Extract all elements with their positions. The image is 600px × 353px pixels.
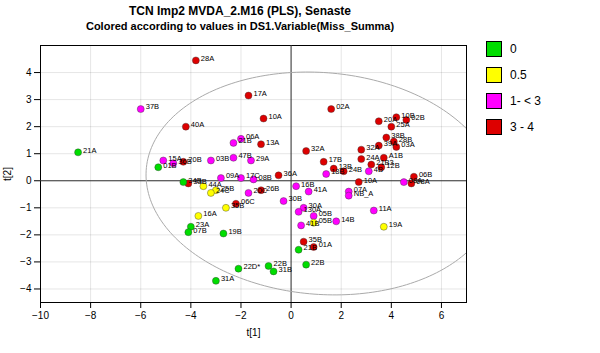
svg-text:20C: 20C: [253, 186, 267, 195]
svg-text:06B: 06B: [418, 170, 433, 180]
svg-text:0: 0: [288, 310, 294, 321]
svg-text:37B: 37B: [146, 102, 159, 111]
svg-text:A1B: A1B: [388, 151, 403, 161]
svg-text:16B: 16B: [301, 180, 314, 189]
svg-text:0: 0: [26, 175, 32, 186]
svg-text:6: 6: [439, 310, 445, 321]
svg-text:40A: 40A: [191, 120, 204, 129]
svg-text:41B: 41B: [306, 219, 319, 228]
svg-text:130A: 130A: [304, 205, 322, 214]
svg-text:19B: 19B: [228, 227, 241, 236]
svg-text:44A: 44A: [208, 180, 221, 189]
svg-text:36A: 36A: [284, 169, 297, 178]
svg-text:−4: −4: [20, 283, 32, 294]
svg-text:24C: 24C: [215, 186, 230, 196]
html-text:0: 0: [510, 42, 517, 56]
svg-text:03A: 03A: [401, 140, 414, 149]
svg-text:32A: 32A: [366, 143, 379, 152]
svg-text:−2: −2: [20, 229, 32, 240]
svg-text:31B: 31B: [279, 265, 292, 274]
svg-text:2: 2: [338, 310, 344, 321]
svg-text:06A: 06A: [246, 132, 260, 142]
svg-text:39A: 39A: [384, 139, 397, 148]
svg-text:09A: 09A: [226, 171, 239, 180]
svg-text:−4: −4: [185, 310, 197, 321]
svg-text:14B: 14B: [341, 215, 354, 224]
svg-text:08B: 08B: [259, 173, 272, 182]
svg-text:26B: 26B: [266, 184, 279, 193]
svg-text:17B: 17B: [328, 155, 342, 165]
svg-text:01B: 01B: [163, 161, 176, 170]
html-text:TCN Imp2 MVDA_2.M16 (PLS), Sen: TCN Imp2 MVDA_2.M16 (PLS), Senaste: [129, 4, 351, 18]
svg-text:21B: 21B: [304, 243, 317, 252]
svg-text:20B: 20B: [188, 155, 201, 164]
svg-text:47B: 47B: [238, 151, 251, 160]
svg-text:10A: 10A: [364, 176, 377, 185]
svg-text:05B: 05B: [319, 216, 332, 225]
svg-text:−8: −8: [85, 310, 97, 321]
svg-text:17A: 17A: [253, 89, 266, 98]
svg-text:02B: 02B: [411, 113, 425, 123]
html-text:1- < 3: 1- < 3: [510, 94, 541, 108]
svg-text:13A: 13A: [266, 138, 279, 147]
svg-text:NB_A: NB_A: [354, 189, 374, 198]
svg-text:07B: 07B: [193, 226, 206, 235]
svg-text:08A: 08A: [416, 176, 430, 186]
svg-text:25A: 25A: [396, 120, 409, 129]
svg-text:t[1]: t[1]: [247, 327, 261, 338]
svg-text:2: 2: [26, 121, 32, 132]
svg-text:21B3: 21B3: [376, 158, 394, 167]
svg-text:−10: −10: [32, 310, 49, 321]
svg-text:17C: 17C: [246, 171, 260, 181]
html-text:0.5: 0.5: [510, 68, 527, 82]
svg-text:29A: 29A: [256, 154, 269, 163]
svg-text:08A: 08A: [409, 176, 422, 185]
svg-text:34B: 34B: [188, 176, 201, 185]
svg-text:10A: 10A: [269, 112, 282, 121]
svg-text:4: 4: [26, 67, 32, 78]
html-text:3 - 4: 3 - 4: [510, 120, 534, 134]
svg-text:02A: 02A: [336, 102, 349, 111]
svg-text:10B: 10B: [401, 111, 414, 120]
svg-text:11A: 11A: [379, 204, 392, 213]
svg-text:1: 1: [26, 148, 32, 159]
svg-text:18B: 18B: [331, 167, 344, 176]
svg-text:16A: 16A: [203, 209, 216, 218]
svg-text:4: 4: [389, 310, 395, 321]
svg-text:36B: 36B: [178, 156, 192, 166]
svg-text:−3: −3: [20, 256, 32, 267]
svg-text:19A: 19A: [389, 220, 402, 229]
svg-text:3: 3: [26, 94, 32, 105]
svg-text:24B: 24B: [349, 165, 362, 174]
svg-text:28A: 28A: [201, 54, 214, 63]
svg-text:−2: −2: [235, 310, 247, 321]
svg-text:−6: −6: [135, 310, 147, 321]
svg-text:22D*: 22D*: [243, 262, 260, 271]
svg-text:32A: 32A: [311, 144, 324, 153]
svg-text:22B: 22B: [311, 258, 324, 267]
svg-text:4B: 4B: [373, 164, 383, 174]
svg-text:30B: 30B: [289, 194, 302, 203]
svg-text:21A: 21A: [83, 146, 96, 155]
svg-text:31A: 31A: [221, 274, 234, 283]
html-text:Colored according to values in: Colored according to values in DS1.Varia…: [86, 20, 394, 32]
svg-text:21B: 21B: [238, 136, 251, 145]
svg-text:t[2]: t[2]: [2, 167, 13, 181]
svg-text:35B: 35B: [231, 201, 244, 210]
svg-text:20A: 20A: [384, 115, 397, 124]
svg-text:01A: 01A: [319, 240, 332, 249]
svg-text:06C: 06C: [241, 197, 255, 207]
svg-text:24A: 24A: [366, 152, 380, 162]
svg-text:41A: 41A: [314, 185, 327, 194]
svg-text:03B: 03B: [216, 154, 229, 163]
svg-text:−1: −1: [20, 202, 32, 213]
